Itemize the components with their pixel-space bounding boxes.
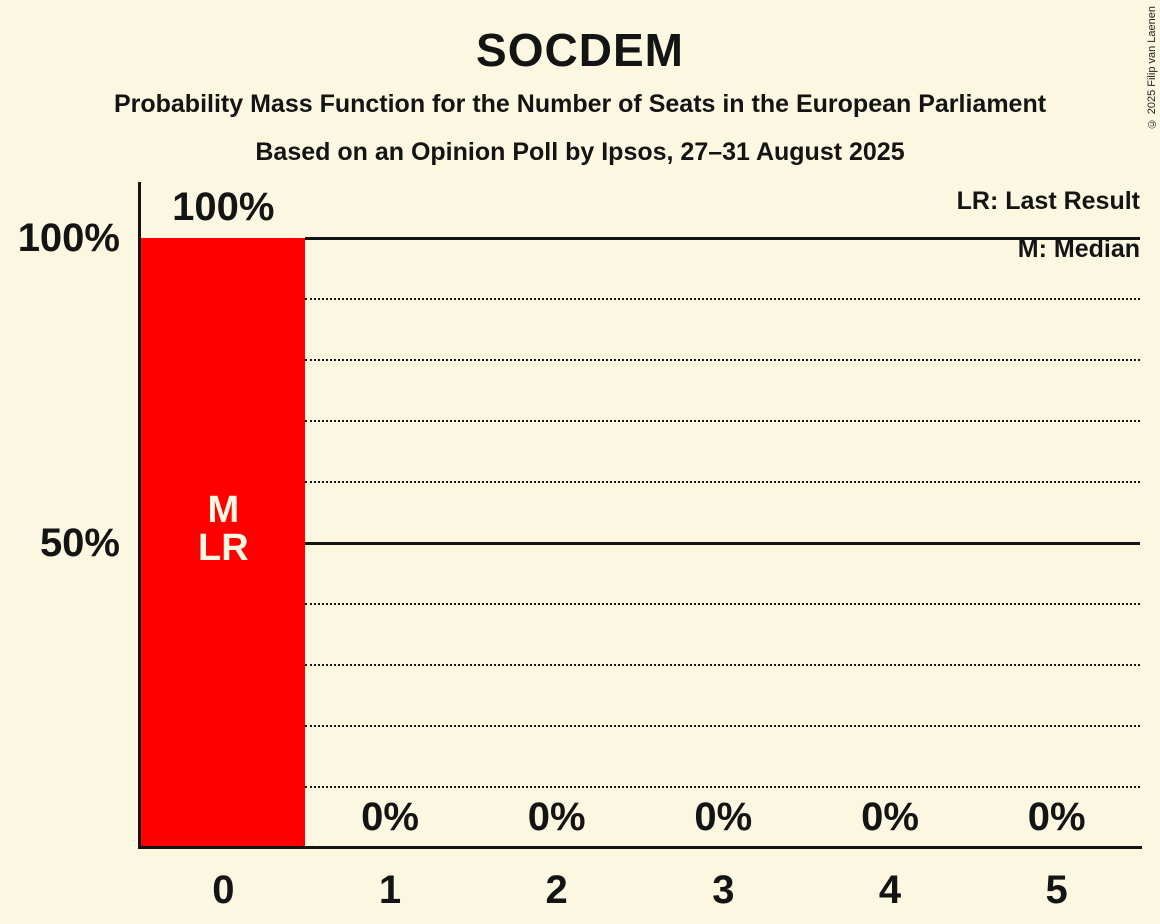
- bar-value-label-0: 100%: [172, 185, 275, 229]
- x-axis-tick-3: 3: [712, 868, 735, 912]
- gridline-dotted-30pct: [305, 664, 1140, 666]
- x-axis-tick-2: 2: [545, 868, 568, 912]
- y-axis-line: [138, 182, 141, 849]
- annotation-line-m: M: [207, 489, 240, 531]
- bar-value-label-2: 0%: [527, 795, 586, 839]
- y-axis-tick-50: 50%: [39, 521, 120, 565]
- x-axis-tick-1: 1: [378, 868, 402, 912]
- gridline-dotted-40pct: [305, 603, 1140, 605]
- bar-value-label-1: 0%: [361, 795, 419, 839]
- gridline-dotted-70pct: [305, 420, 1140, 422]
- gridline-dotted-60pct: [305, 481, 1140, 483]
- x-axis-line: [138, 846, 1142, 849]
- bar-value-label-4: 0%: [861, 795, 919, 839]
- legend-last-result: LR: Last Result: [956, 187, 1140, 215]
- x-axis-tick-4: 4: [878, 868, 902, 912]
- gridline-dotted-10pct: [305, 786, 1140, 788]
- bar-value-label-5: 0%: [1027, 795, 1086, 839]
- x-axis-tick-5: 5: [1045, 868, 1068, 912]
- bar-annotation-median-lr: M LR: [140, 491, 307, 567]
- chart-poll-source: Based on an Opinion Poll by Ipsos, 27–31…: [255, 138, 905, 166]
- copyright-notice: © 2025 Filip van Laenen: [1146, 6, 1158, 130]
- gridline-dotted-80pct: [305, 359, 1140, 361]
- gridline-solid-100pct: [305, 236, 1140, 240]
- gridline-dotted-90pct: [305, 298, 1140, 300]
- annotation-line-lr: LR: [198, 527, 249, 569]
- x-axis-tick-0: 0: [212, 868, 235, 912]
- y-axis-tick-100: 100%: [17, 216, 120, 260]
- plot-area: 100% 0 0% 1 0% 2 0% 3 0% 4 0% 5 M LR: [140, 182, 1140, 912]
- gridline-solid-50pct: [305, 541, 1140, 545]
- page-title: SOCDEM: [476, 24, 684, 76]
- bar-value-label-3: 0%: [694, 795, 753, 839]
- bar-seats-0: [140, 238, 306, 848]
- legend-median: M: Median: [1017, 235, 1140, 263]
- gridline-dotted-20pct: [305, 725, 1140, 727]
- chart-subtitle: Probability Mass Function for the Number…: [113, 90, 1047, 118]
